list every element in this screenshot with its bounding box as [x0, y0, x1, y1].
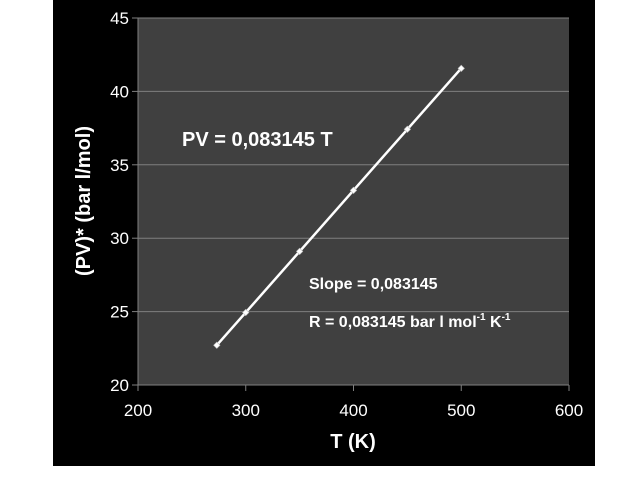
- data-point: [296, 247, 304, 256]
- r-annotation: R = 0,083145 bar l mol-1 K-1: [309, 312, 511, 331]
- gridlines: [138, 17, 569, 313]
- r-annotation-exponent: -1: [502, 312, 511, 323]
- y-tick-label: 30: [110, 229, 129, 248]
- axes: [132, 17, 570, 391]
- x-tick-label: 500: [447, 401, 475, 420]
- data-point: [213, 341, 221, 349]
- plot-area: [138, 18, 569, 385]
- x-axis-title: T (K): [330, 431, 376, 453]
- data-series: [213, 64, 465, 349]
- data-point: [403, 125, 411, 133]
- y-tick-label: 25: [110, 303, 129, 322]
- y-tick-label: 20: [110, 376, 129, 395]
- x-tick-label: 200: [124, 401, 152, 420]
- tick-labels: 20 25 30 35 40 45 200 300 400 500 600: [110, 9, 583, 420]
- r-annotation-exponent: -1: [477, 312, 486, 323]
- data-point: [349, 186, 358, 194]
- equation-annotation: PV = 0,083145 T: [182, 129, 333, 151]
- y-tick-label: 40: [110, 82, 129, 101]
- x-tick-label: 300: [232, 401, 260, 420]
- r-annotation-main: R = 0,083145 bar l mol: [309, 314, 477, 331]
- x-tick-label: 600: [555, 401, 583, 420]
- slope-annotation: Slope = 0,083145: [309, 276, 438, 293]
- r-annotation-unit: K: [486, 314, 502, 331]
- data-point: [457, 64, 465, 72]
- y-axis-title: (PV)* (bar l/mol): [73, 126, 95, 276]
- y-tick-label: 35: [110, 156, 129, 175]
- x-tick-label: 400: [339, 401, 367, 420]
- y-tick-label: 45: [110, 9, 129, 28]
- data-point: [242, 308, 250, 317]
- series-line: [215, 67, 463, 347]
